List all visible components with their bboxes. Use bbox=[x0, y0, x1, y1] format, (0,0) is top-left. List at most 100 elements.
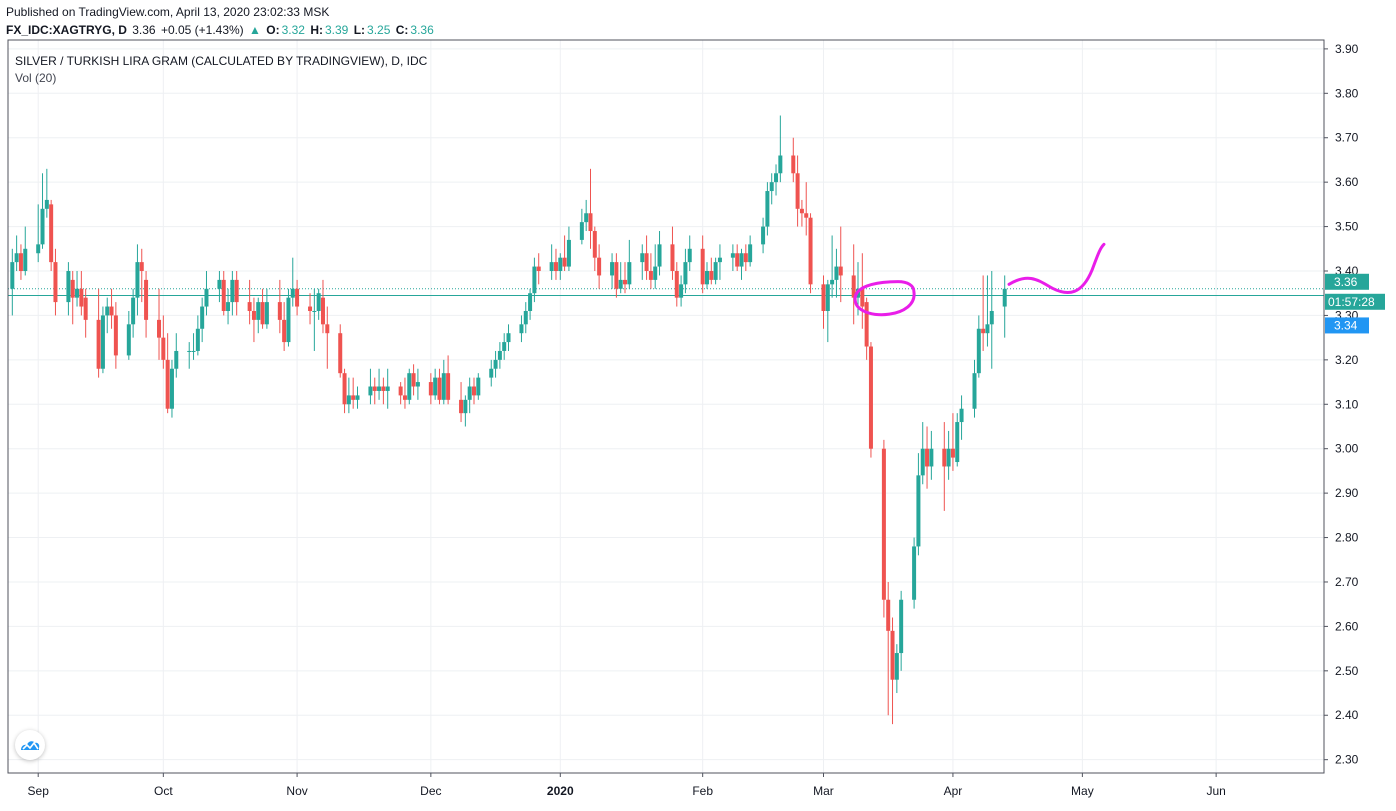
candle-body bbox=[264, 302, 269, 325]
candle bbox=[471, 377, 476, 405]
candle bbox=[139, 248, 144, 303]
candle bbox=[743, 244, 748, 272]
candle-body bbox=[648, 271, 653, 280]
candle-body bbox=[83, 297, 88, 320]
candle bbox=[799, 199, 804, 227]
candle bbox=[700, 235, 705, 294]
candle-body bbox=[709, 271, 714, 280]
tradingview-cloud-icon[interactable] bbox=[15, 730, 45, 760]
candle bbox=[342, 368, 347, 414]
candle bbox=[377, 368, 382, 400]
volume-indicator-label[interactable]: Vol (20) bbox=[15, 71, 57, 85]
candle-body bbox=[316, 293, 321, 311]
candle-body bbox=[398, 386, 403, 396]
candle-body bbox=[10, 262, 15, 289]
candle-body bbox=[1002, 288, 1007, 307]
candle-body bbox=[75, 288, 80, 298]
chart-title: SILVER / TURKISH LIRA GRAM (CALCULATED B… bbox=[15, 54, 428, 68]
candle bbox=[821, 275, 826, 329]
candle-body bbox=[942, 448, 947, 467]
plot-frame bbox=[7, 39, 1325, 774]
y-tick-label: 2.50 bbox=[1335, 664, 1359, 678]
candle bbox=[251, 297, 256, 343]
candle-body bbox=[795, 173, 800, 209]
candle bbox=[277, 279, 282, 334]
candle-body bbox=[221, 279, 226, 311]
candle-body bbox=[463, 399, 468, 414]
candle bbox=[648, 253, 653, 289]
projection-curve bbox=[1007, 242, 1106, 294]
y-tick-label: 2.90 bbox=[1335, 486, 1359, 500]
last-price-tag-bg bbox=[1325, 273, 1369, 290]
candle-body bbox=[769, 182, 774, 192]
candle bbox=[679, 275, 684, 307]
candle-body bbox=[109, 306, 114, 316]
candle-body bbox=[312, 310, 317, 312]
candle-body bbox=[912, 546, 917, 600]
candle bbox=[109, 288, 114, 329]
candlesticks[interactable] bbox=[10, 115, 1007, 725]
candle-body bbox=[79, 288, 84, 307]
y-tick-label: 2.60 bbox=[1335, 619, 1359, 633]
candle-body bbox=[868, 346, 873, 449]
candle bbox=[959, 395, 964, 440]
candle bbox=[437, 368, 442, 405]
candle-body bbox=[778, 155, 783, 174]
candle-body bbox=[459, 399, 464, 414]
candle-body bbox=[157, 319, 162, 338]
candle bbox=[411, 364, 416, 396]
candle bbox=[925, 426, 930, 489]
candle-body bbox=[100, 315, 105, 369]
candle-body bbox=[135, 262, 140, 298]
candle bbox=[717, 244, 722, 280]
candle-body bbox=[683, 262, 688, 285]
candle-body bbox=[290, 288, 295, 298]
candle bbox=[972, 359, 977, 418]
candle bbox=[985, 275, 990, 347]
x-tick-label: Feb bbox=[692, 784, 713, 798]
candle-body bbox=[471, 386, 476, 396]
candle bbox=[260, 288, 265, 329]
candle-body bbox=[985, 324, 990, 334]
candle bbox=[316, 288, 321, 320]
candle bbox=[506, 324, 511, 351]
candle-body bbox=[368, 386, 373, 396]
candle-body bbox=[96, 319, 101, 369]
candle-body bbox=[674, 271, 679, 298]
candle bbox=[200, 297, 205, 343]
candle bbox=[247, 279, 252, 325]
candle-body bbox=[623, 279, 628, 285]
candle bbox=[778, 115, 783, 183]
candle-body bbox=[851, 275, 856, 298]
candle-body bbox=[597, 257, 602, 276]
candle-body bbox=[614, 262, 619, 289]
candle bbox=[372, 377, 377, 405]
x-tick-label: Jun bbox=[1206, 784, 1225, 798]
candle bbox=[748, 235, 753, 267]
candle-body bbox=[946, 448, 951, 467]
candle-body bbox=[105, 306, 110, 316]
candle bbox=[10, 248, 15, 316]
candle-body bbox=[174, 350, 179, 369]
candle bbox=[791, 137, 796, 183]
candle-body bbox=[441, 373, 446, 400]
candle-body bbox=[925, 448, 930, 467]
candle bbox=[36, 204, 41, 263]
candle bbox=[989, 271, 994, 369]
candle-body bbox=[618, 279, 623, 289]
candle bbox=[286, 288, 291, 347]
low-value: 3.25 bbox=[367, 23, 391, 37]
candle-body bbox=[295, 288, 300, 307]
candle bbox=[105, 297, 110, 334]
candle bbox=[765, 182, 770, 236]
candle bbox=[532, 257, 537, 303]
candle bbox=[264, 288, 269, 329]
candle bbox=[769, 173, 774, 205]
y-tick-label: 3.20 bbox=[1335, 353, 1359, 367]
candle-body bbox=[821, 284, 826, 311]
candle bbox=[881, 439, 886, 618]
candle-body bbox=[385, 386, 390, 391]
candle bbox=[674, 262, 679, 307]
candle-body bbox=[588, 213, 593, 232]
